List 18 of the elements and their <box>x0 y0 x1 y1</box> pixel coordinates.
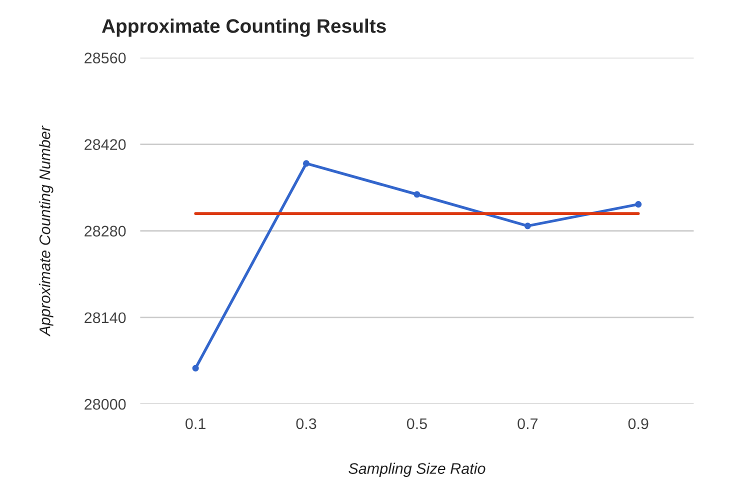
y-tick-label: 28280 <box>84 226 126 237</box>
y-axis-title: Approximate Counting Number <box>39 125 54 336</box>
y-tick-label: 28560 <box>84 52 126 64</box>
point <box>302 160 310 167</box>
chart-title: Approximate Counting Results <box>102 18 386 37</box>
y-tick-label: 28420 <box>84 139 126 150</box>
x-axis-title: Sampling Size Ratio <box>348 462 486 477</box>
x-tick-label: 0.7 <box>518 418 538 430</box>
x-tick-label: 0.9 <box>628 418 648 430</box>
y-tick-label: 28000 <box>84 398 126 410</box>
y-tick-label: 28140 <box>84 312 126 324</box>
x-tick-label: 0.5 <box>406 418 427 430</box>
x-tick-label: 0.1 <box>186 418 206 430</box>
point <box>192 364 199 372</box>
x-tick-label: 0.3 <box>296 418 316 430</box>
point <box>414 191 420 198</box>
point <box>635 200 642 208</box>
point <box>524 222 531 230</box>
